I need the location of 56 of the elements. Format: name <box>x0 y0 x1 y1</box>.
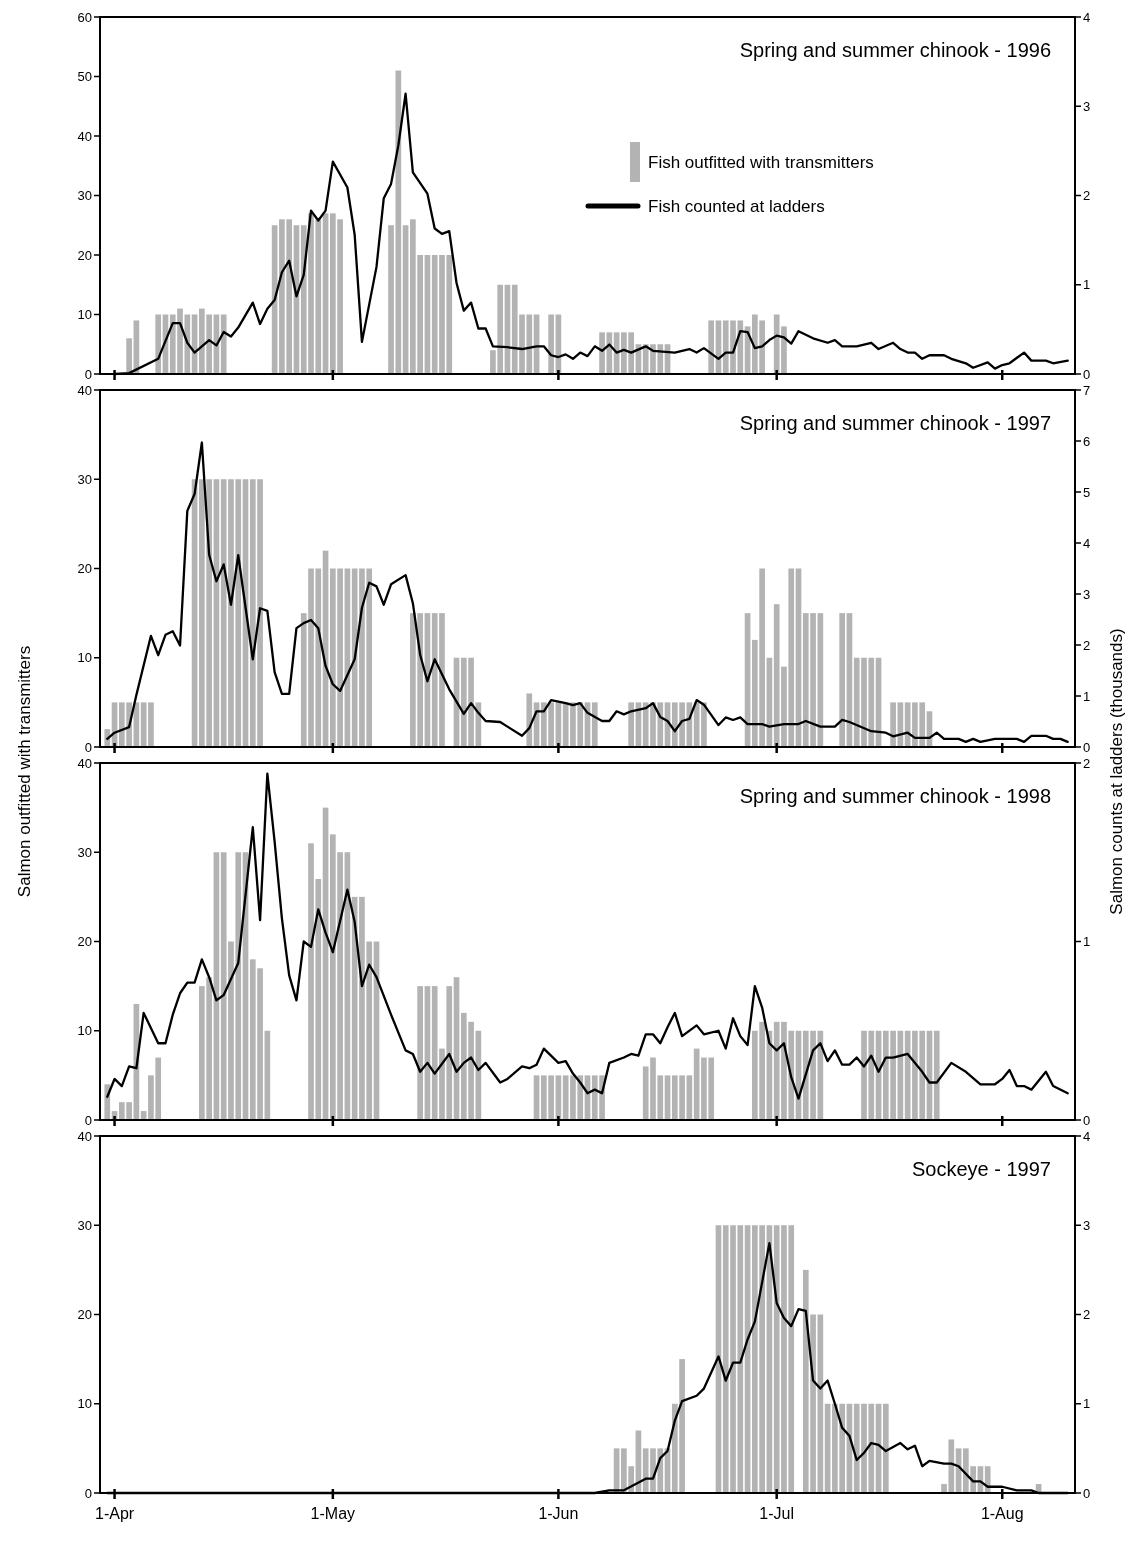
legend-label: Fish outfitted with transmitters <box>648 152 874 172</box>
y2-tick-label: 3 <box>1083 98 1091 114</box>
y2-tick-label: 1 <box>1083 277 1091 293</box>
y-tick-label: 50 <box>77 69 92 85</box>
y2-tick-label: 0 <box>1083 366 1091 382</box>
x-tick-label: 1-Apr <box>94 1505 135 1522</box>
y2-tick-label: 4 <box>1083 1128 1091 1144</box>
y-tick-label: 20 <box>77 934 92 950</box>
y2-tick-label: 2 <box>1083 637 1091 653</box>
y2-tick-label: 2 <box>1083 755 1091 771</box>
y-tick-label: 30 <box>77 188 92 204</box>
y2-tick-label: 7 <box>1083 382 1091 398</box>
x-tick-label: 1-Jul <box>759 1505 795 1522</box>
text: Sockeye - 1997 <box>912 1158 1051 1180</box>
text: Spring and summer chinook - 1996 <box>739 39 1051 61</box>
y-tick-label: 40 <box>77 1128 92 1144</box>
y2-tick-label: 0 <box>1083 739 1091 755</box>
y-tick-label: 40 <box>77 128 92 144</box>
x-tick-label: 1-May <box>310 1505 356 1522</box>
y2-tick-label: 3 <box>1083 1217 1091 1233</box>
x-tick-label: 1-Jun <box>538 1505 579 1522</box>
y-tick-label: 0 <box>84 739 92 755</box>
y-tick-label: 10 <box>77 1023 92 1039</box>
y2-tick-label: 0 <box>1083 1112 1091 1128</box>
y-tick-label: 20 <box>77 1307 92 1323</box>
y-tick-label: 20 <box>77 561 92 577</box>
y2-tick-label: 0 <box>1083 1485 1091 1501</box>
x-tick-label: 1-Aug <box>980 1505 1024 1522</box>
y-tick-label: 10 <box>77 307 92 323</box>
y2-tick-label: 5 <box>1083 484 1091 500</box>
y-tick-label: 40 <box>77 382 92 398</box>
text: Spring and summer chinook - 1998 <box>739 785 1051 807</box>
y-tick-label: 40 <box>77 755 92 771</box>
y-tick-label: 0 <box>84 366 92 382</box>
y2-tick-label: 6 <box>1083 433 1091 449</box>
y-tick-label: 10 <box>77 650 92 666</box>
y2-tick-label: 1 <box>1083 688 1091 704</box>
y2-tick-label: 4 <box>1083 535 1091 551</box>
y-tick-label: 60 <box>77 9 92 25</box>
y-tick-label: 30 <box>77 471 92 487</box>
y2-tick-label: 2 <box>1083 1307 1091 1323</box>
y-axis-title: Salmon outfitted with transmitters <box>15 645 34 898</box>
y-tick-label: 30 <box>77 844 92 860</box>
y-tick-label: 0 <box>84 1485 92 1501</box>
y2-tick-label: 3 <box>1083 586 1091 602</box>
y2-tick-label: 1 <box>1083 934 1091 950</box>
y-tick-label: 30 <box>77 1217 92 1233</box>
y-tick-label: 10 <box>77 1396 92 1412</box>
y-tick-label: 0 <box>84 1112 92 1128</box>
y2-tick-label: 4 <box>1083 9 1091 25</box>
y2-axis-title: Salmon counts at ladders (thousands) <box>1107 628 1126 915</box>
y2-tick-label: 1 <box>1083 1396 1091 1412</box>
legend-label: Fish counted at ladders <box>648 196 825 216</box>
y-tick-label: 20 <box>77 247 92 263</box>
text: Spring and summer chinook - 1997 <box>739 412 1051 434</box>
y2-tick-label: 2 <box>1083 188 1091 204</box>
